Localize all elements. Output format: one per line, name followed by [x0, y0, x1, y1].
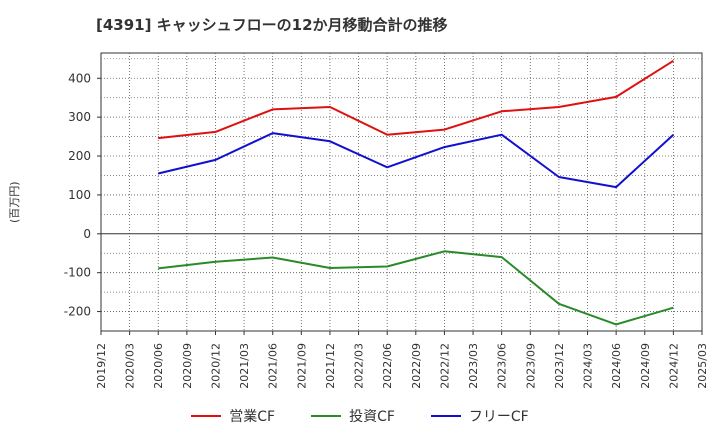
- x-tick-label: 2024/06: [610, 343, 623, 389]
- series-line-フリーCF: [157, 132, 675, 189]
- x-tick-label: 2025/03: [696, 343, 709, 389]
- x-tick-label: 2019/12: [95, 343, 108, 389]
- x-tick-label: 2022/12: [438, 343, 451, 389]
- y-tick-label: 100: [68, 188, 91, 202]
- legend-swatch: [311, 415, 342, 417]
- x-tick-label: 2023/12: [553, 343, 566, 389]
- legend-item: 投資CF: [311, 406, 395, 426]
- y-tick-label: 0: [83, 227, 91, 241]
- x-tick-label: 2024/12: [667, 343, 680, 389]
- y-tick-label: 400: [68, 71, 91, 85]
- x-tick-label: 2021/12: [324, 343, 337, 389]
- x-tick-label: 2022/06: [381, 343, 394, 389]
- legend: 営業CF 投資CF フリーCF: [0, 404, 720, 428]
- legend-swatch: [191, 415, 222, 417]
- x-tick-label: 2024/03: [582, 343, 595, 389]
- x-tick-label: 2020/06: [152, 343, 165, 389]
- x-tick-label: 2022/03: [353, 343, 366, 389]
- y-tick-label: 200: [68, 149, 91, 163]
- x-tick-label: 2023/09: [524, 343, 537, 389]
- series-line-投資CF: [158, 250, 674, 326]
- x-tick-label: 2022/09: [410, 343, 423, 389]
- x-tick-label: 2024/09: [639, 343, 652, 389]
- legend-label: 投資CF: [349, 409, 395, 425]
- y-tick-label: 300: [68, 110, 91, 124]
- x-tick-label: 2020/09: [181, 343, 194, 389]
- plot-area: [100, 52, 703, 332]
- x-tick-label: 2021/09: [295, 343, 308, 389]
- chart-title: [4391] キャッシュフローの12か月移動合計の推移: [96, 16, 448, 34]
- x-tick-label: 2023/06: [496, 343, 509, 389]
- x-tick-label: 2020/03: [124, 343, 137, 389]
- legend-label: 営業CF: [229, 409, 276, 425]
- legend-label: フリーCF: [468, 409, 529, 425]
- y-tick-label: -100: [64, 266, 91, 280]
- x-tick-label: 2023/03: [467, 343, 480, 389]
- y-tick-label: -200: [64, 305, 91, 319]
- legend-item: フリーCF: [430, 406, 529, 426]
- legend-item: 営業CF: [191, 406, 275, 426]
- x-tick-label: 2021/03: [238, 343, 251, 389]
- x-tick-label: 2021/06: [267, 343, 280, 389]
- series-line-営業CF: [158, 59, 674, 140]
- legend-swatch: [430, 415, 461, 417]
- x-tick-label: 2020/12: [209, 343, 222, 389]
